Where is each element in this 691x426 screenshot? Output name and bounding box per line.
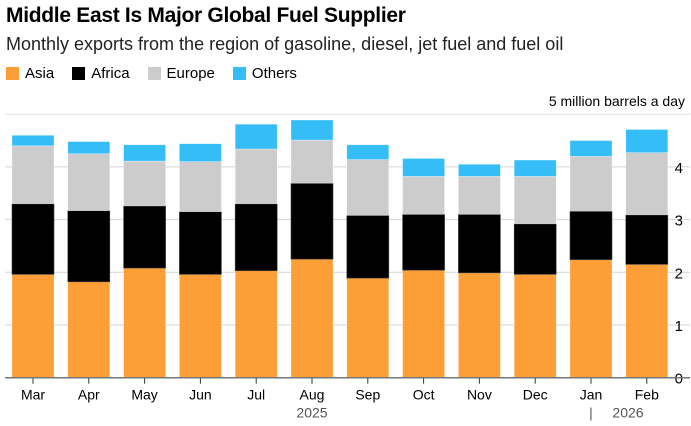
bar-segment-europe bbox=[458, 176, 501, 215]
bar-segment-asia bbox=[11, 274, 55, 378]
bar-segment-others bbox=[625, 129, 669, 153]
bar-segment-asia bbox=[67, 281, 111, 379]
year-label-2025: 2025 bbox=[296, 405, 327, 421]
bar-segment-asia bbox=[123, 267, 166, 379]
legend-swatch-europe bbox=[147, 67, 161, 80]
bar-segment-asia bbox=[513, 274, 557, 378]
bar-segment-asia bbox=[569, 259, 613, 379]
y-tick-label: 1 bbox=[675, 318, 683, 335]
y-tick-label: 0 bbox=[675, 371, 683, 388]
bar-segment-others bbox=[290, 119, 334, 141]
bar-segment-asia bbox=[234, 270, 278, 378]
y-tick-label: 4 bbox=[675, 160, 683, 177]
year-label-2026: 2026 bbox=[612, 405, 643, 421]
bar-segment-others bbox=[179, 143, 222, 162]
bar-segment-africa bbox=[625, 214, 669, 265]
bar-segment-asia bbox=[402, 269, 445, 378]
x-tick-label: Nov bbox=[467, 387, 492, 403]
legend-swatch-africa bbox=[72, 67, 86, 80]
bar-segment-europe bbox=[346, 159, 390, 216]
legend-swatch-asia bbox=[6, 67, 19, 80]
legend-swatch-others bbox=[232, 67, 246, 80]
bar-segment-asia bbox=[458, 272, 501, 378]
legend-label-africa: Africa bbox=[91, 65, 130, 82]
x-tick-label: Mar bbox=[21, 387, 45, 403]
x-tick-label: Sep bbox=[355, 387, 380, 403]
bar-segment-asia bbox=[179, 274, 222, 378]
bar-segment-europe bbox=[123, 160, 166, 207]
legend-item-africa: Africa bbox=[72, 65, 130, 82]
legend: Asia Africa Europe Others bbox=[6, 65, 297, 82]
bar-segment-europe bbox=[67, 153, 111, 211]
bar-segment-others bbox=[123, 144, 166, 162]
x-tick-label: Oct bbox=[413, 387, 435, 403]
bar-segment-others bbox=[458, 163, 501, 177]
bar-segment-africa bbox=[11, 203, 55, 275]
bar-segment-asia bbox=[290, 258, 334, 378]
bar-segment-others bbox=[234, 123, 278, 150]
bar-segment-africa bbox=[346, 215, 390, 279]
legend-label-europe: Europe bbox=[166, 65, 215, 82]
bar-segment-asia bbox=[346, 277, 390, 378]
bar-segment-europe bbox=[290, 139, 334, 184]
bar-segment-asia bbox=[625, 264, 669, 378]
bar-segment-africa bbox=[458, 214, 501, 274]
x-tick-label: Jun bbox=[189, 387, 212, 403]
legend-item-asia: Asia bbox=[6, 65, 54, 82]
bar-segment-africa bbox=[67, 210, 111, 283]
x-tick-label: Dec bbox=[523, 387, 548, 403]
bar-segment-africa bbox=[513, 223, 557, 275]
bar-segment-africa bbox=[179, 211, 222, 275]
chart-subtitle: Monthly exports from the region of gasol… bbox=[6, 34, 564, 54]
bar-segment-others bbox=[11, 134, 55, 147]
year-divider: | bbox=[589, 405, 593, 421]
legend-item-others: Others bbox=[232, 65, 297, 82]
bar-segment-europe bbox=[569, 156, 613, 212]
bar-segment-africa bbox=[569, 210, 613, 260]
bar-segment-others bbox=[569, 140, 613, 157]
legend-label-others: Others bbox=[251, 65, 297, 82]
bar-segment-africa bbox=[234, 203, 278, 272]
bar-segment-africa bbox=[402, 214, 445, 271]
y-tick-label: 3 bbox=[675, 213, 683, 230]
bar-segment-others bbox=[513, 159, 557, 177]
x-tick-label: Jul bbox=[247, 387, 265, 403]
bar-segment-europe bbox=[625, 152, 669, 216]
unit-label: 5 million barrels a day bbox=[548, 93, 685, 109]
bar-segment-others bbox=[402, 158, 445, 177]
bar-segment-europe bbox=[513, 176, 557, 225]
bar-segment-europe bbox=[11, 145, 55, 205]
bar-segment-others bbox=[346, 144, 390, 160]
bar-segment-africa bbox=[123, 205, 166, 269]
x-tick-label: May bbox=[131, 387, 157, 403]
bar-segment-others bbox=[67, 141, 111, 155]
x-tick-label: Apr bbox=[78, 387, 100, 403]
bar-segment-europe bbox=[402, 176, 445, 215]
legend-label-asia: Asia bbox=[25, 65, 55, 82]
x-tick-label: Jan bbox=[580, 387, 603, 403]
bar-segment-africa bbox=[290, 182, 334, 260]
x-tick-label: Feb bbox=[635, 387, 659, 403]
y-tick-label: 2 bbox=[675, 265, 683, 282]
x-tick-label: Aug bbox=[300, 387, 325, 403]
legend-item-europe: Europe bbox=[147, 65, 215, 82]
bar-segment-europe bbox=[179, 161, 222, 212]
bar-segment-europe bbox=[234, 148, 278, 205]
chart-title: Middle East Is Major Global Fuel Supplie… bbox=[6, 4, 406, 27]
